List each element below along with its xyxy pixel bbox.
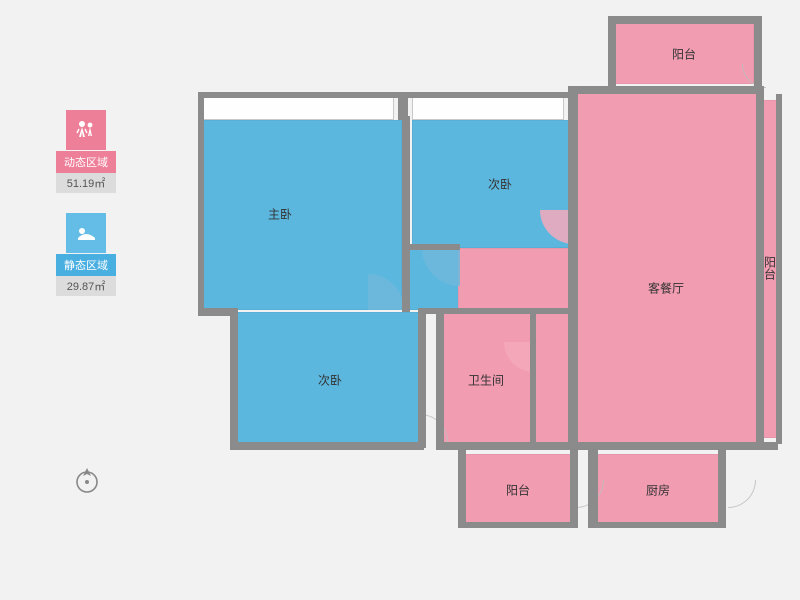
room-label-master_bed: 主卧 <box>268 206 292 223</box>
wall <box>436 308 444 448</box>
legend-dynamic-label: 动态区域 <box>56 151 116 173</box>
people-icon-svg <box>73 117 99 143</box>
window <box>412 96 564 120</box>
legend-static: 静态区域 29.87㎡ <box>56 213 116 296</box>
wall <box>754 16 762 90</box>
wall <box>402 116 410 312</box>
wall <box>530 308 536 448</box>
wall <box>418 308 426 448</box>
room-label-living_dining: 客餐厅 <box>648 280 684 297</box>
legend-static-value: 29.87㎡ <box>56 276 116 296</box>
room-living_dining <box>574 90 758 446</box>
wall <box>588 448 598 528</box>
wall <box>588 522 724 528</box>
wall <box>568 86 578 448</box>
wall <box>776 94 782 444</box>
room-label-kitchen: 厨房 <box>646 482 670 499</box>
legend-dynamic-value: 51.19㎡ <box>56 173 116 193</box>
rest-icon-svg <box>73 220 99 246</box>
wall <box>230 442 424 450</box>
wall <box>568 86 762 94</box>
door-arc <box>728 480 756 508</box>
room-label-second_bed_2: 次卧 <box>318 372 342 389</box>
room-label-balcony_bot: 阳台 <box>506 482 530 499</box>
room-label-balcony_top: 阳台 <box>672 46 696 63</box>
room-label-bathroom: 卫生间 <box>468 372 504 389</box>
wall <box>408 92 568 98</box>
rest-icon <box>66 213 106 253</box>
room-hall <box>458 248 576 310</box>
wall <box>608 16 760 24</box>
floor-plan: 阳台客餐厅阳台主卧次卧次卧卫生间阳台厨房 <box>180 10 780 570</box>
wall <box>608 16 616 90</box>
wall <box>718 448 726 528</box>
wall <box>436 442 778 450</box>
wall <box>458 522 576 528</box>
room-label-second_bed_1: 次卧 <box>488 176 512 193</box>
wall <box>198 92 204 314</box>
legend-dynamic: 动态区域 51.19㎡ <box>56 110 116 193</box>
wall <box>458 448 466 528</box>
legend-panel: 动态区域 51.19㎡ 静态区域 29.87㎡ <box>56 110 116 316</box>
window <box>202 96 394 120</box>
wall <box>756 86 764 448</box>
wall <box>402 244 460 250</box>
legend-static-label: 静态区域 <box>56 254 116 276</box>
people-icon <box>66 110 106 150</box>
wall <box>570 448 578 528</box>
compass-icon <box>72 465 102 495</box>
wall <box>230 308 238 448</box>
wall <box>198 92 398 98</box>
